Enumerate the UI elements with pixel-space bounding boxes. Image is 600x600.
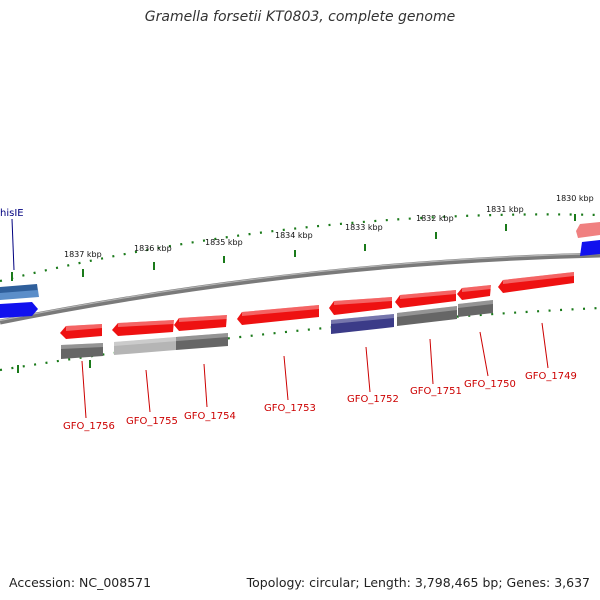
kbp-label-1833: 1833 kbp <box>345 223 383 232</box>
gene-label-GFO-1755: GFO_1755 <box>126 416 178 427</box>
gene-GFO-1754[interactable] <box>174 315 227 331</box>
gene-GFO-1750[interactable] <box>457 285 491 300</box>
gene-pink-right[interactable] <box>576 222 600 238</box>
kbp-label-1835: 1835 kbp <box>205 238 243 247</box>
gene-label-GFO-1751: GFO_1751 <box>410 386 462 397</box>
gene-label-GFO-1753: GFO_1753 <box>264 403 316 414</box>
gene-inner-1752[interactable] <box>331 314 394 334</box>
gene-blue-right[interactable] <box>580 240 600 256</box>
gene-inner-1751[interactable] <box>397 306 457 326</box>
gene-blue-left[interactable] <box>0 302 38 318</box>
gene-label-hisIE: hisIE <box>0 208 24 219</box>
gene-GFO-1749[interactable] <box>498 272 574 293</box>
gene-GFO-1756[interactable] <box>60 324 102 339</box>
gene-inner-1750[interactable] <box>458 300 493 317</box>
gene-GFO-1753[interactable] <box>237 305 319 325</box>
gene-label-GFO-1754: GFO_1754 <box>184 411 236 422</box>
gene-hisIE-segment[interactable] <box>0 284 39 300</box>
gene-GFO-1755[interactable] <box>112 320 174 336</box>
gene-label-GFO-1752: GFO_1752 <box>347 394 399 405</box>
gene-label-GFO-1756: GFO_1756 <box>63 421 115 432</box>
gene-GFO-1752[interactable] <box>329 297 392 315</box>
gene-inner-1756[interactable] <box>61 343 103 359</box>
gene-inner-1755[interactable] <box>114 337 176 355</box>
outer-tick-row <box>0 213 600 283</box>
gene-inner-1754[interactable] <box>176 333 228 350</box>
genome-summary-text: Topology: circular; Length: 3,798,465 bp… <box>246 575 590 590</box>
gene-label-GFO-1750: GFO_1750 <box>464 379 516 390</box>
kbp-label-1832: 1832 kbp <box>416 214 454 223</box>
kbp-label-1830: 1830 kbp <box>556 194 594 203</box>
kbp-label-1837: 1837 kbp <box>64 250 102 259</box>
accession-text: Accession: NC_008571 <box>9 575 152 590</box>
kbp-label-1834: 1834 kbp <box>275 231 313 240</box>
gene-GFO-1751[interactable] <box>395 290 456 308</box>
hisIE-pointer <box>11 218 15 271</box>
inner-tick-row <box>0 306 600 372</box>
kbp-label-1836: 1836 kbp <box>134 244 172 253</box>
kbp-label-1831: 1831 kbp <box>486 205 524 214</box>
map-title: Gramella forsetii KT0803, complete genom… <box>144 9 456 25</box>
gene-pointer-lines <box>81 322 549 419</box>
genome-backbone <box>0 252 600 325</box>
gene-label-GFO-1749: GFO_1749 <box>525 371 577 382</box>
